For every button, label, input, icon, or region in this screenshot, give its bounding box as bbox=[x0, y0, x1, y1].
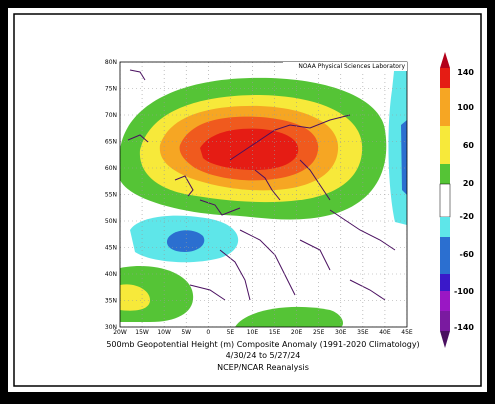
lat-label: 40N bbox=[105, 271, 117, 278]
map-field bbox=[120, 62, 407, 327]
lon-label: 30E bbox=[335, 329, 347, 336]
lon-label: 15W bbox=[135, 329, 149, 336]
lon-label: 5E bbox=[227, 329, 235, 336]
credit: NOAA Physical Sciences Laboratory bbox=[298, 63, 405, 70]
lon-label: 5W bbox=[181, 329, 191, 336]
colorbar-label: -100 bbox=[454, 287, 474, 296]
lat-label: 30N bbox=[105, 324, 117, 331]
inner-border bbox=[13, 13, 482, 387]
colorbar-label: 100 bbox=[457, 103, 474, 112]
lat-label: 70N bbox=[105, 112, 117, 119]
lon-label: 25E bbox=[313, 329, 325, 336]
colorbar-label: 20 bbox=[463, 179, 475, 188]
colorbar-label: -140 bbox=[454, 323, 474, 332]
lat-label: 35N bbox=[105, 298, 117, 305]
colorbar bbox=[439, 52, 451, 348]
lat-label: 80N bbox=[105, 59, 117, 66]
lon-label: 35E bbox=[357, 329, 369, 336]
colorbar-label: 60 bbox=[463, 141, 475, 150]
colorbar-label: 140 bbox=[457, 68, 474, 77]
caption: NCEP/NCAR Reanalysis bbox=[217, 363, 309, 372]
colorbar-label: -20 bbox=[460, 212, 475, 221]
lat-label: 50N bbox=[105, 218, 117, 225]
lat-label: 60N bbox=[105, 165, 117, 172]
lon-label: 20W bbox=[113, 329, 127, 336]
caption: 500mb Geopotential Height (m) Composite … bbox=[106, 340, 419, 349]
lat-label: 75N bbox=[105, 86, 117, 93]
lon-label: 40E bbox=[379, 329, 391, 336]
lon-label: 15E bbox=[269, 329, 281, 336]
lat-label: 55N bbox=[105, 192, 117, 199]
credit-box bbox=[283, 62, 407, 71]
lon-label: 20E bbox=[291, 329, 303, 336]
caption: 4/30/24 to 5/27/24 bbox=[226, 351, 301, 360]
lat-label: 65N bbox=[105, 139, 117, 146]
lon-label: 10E bbox=[247, 329, 259, 336]
lon-label: 0 bbox=[206, 329, 210, 336]
map-border bbox=[119, 61, 408, 328]
lat-label: 45N bbox=[105, 245, 117, 252]
lon-label: 10W bbox=[157, 329, 171, 336]
colorbar-label: -60 bbox=[460, 250, 475, 259]
lon-label: 45E bbox=[401, 329, 413, 336]
